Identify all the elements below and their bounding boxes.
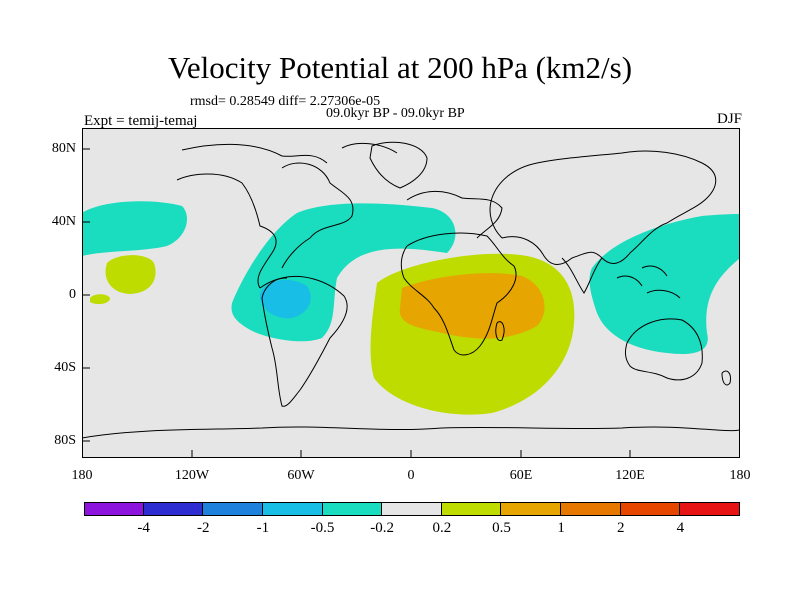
coastlines [82, 141, 740, 439]
plot-title: Velocity Potential at 200 hPa (km2/s) [167, 50, 633, 85]
contour-neg-indo-pacific [589, 214, 740, 354]
lat-label-40n: 40N [51, 214, 76, 229]
lon-label-180w: 180 [71, 468, 93, 483]
colorbar-label: 1 [557, 520, 565, 536]
map-panel [82, 128, 740, 458]
lat-label-80n: 80N [51, 141, 76, 156]
contour-pos-small-islands [90, 294, 110, 305]
colorbar-label: -0.5 [310, 520, 335, 536]
colorbar-segment [143, 502, 204, 516]
colorbar-segment [203, 502, 263, 516]
colorbar-label: -0.2 [370, 520, 395, 536]
colorbar-label: -4 [137, 520, 150, 536]
lon-label-180e: 180 [729, 468, 751, 483]
map-svg [82, 128, 740, 458]
colorbar-label: -2 [197, 520, 210, 536]
experiment-label: Expt = temij-temaj [84, 113, 198, 129]
season-label: DJF [716, 111, 742, 127]
lon-label-60e: 60E [509, 468, 533, 483]
colorbar-segment [501, 502, 562, 516]
colorbar-label: 4 [676, 520, 685, 536]
lat-label-0: 0 [69, 287, 76, 302]
lon-label-120e: 120E [615, 468, 645, 483]
colorbar-label: -1 [256, 520, 270, 536]
colorbar-segment [84, 502, 144, 516]
colorbar-segment [680, 502, 740, 516]
axis-ticks [82, 148, 631, 458]
colorbar-label: 0.2 [432, 520, 452, 536]
contour-neg-pacific-north [82, 201, 187, 256]
colorbar-segment [262, 502, 323, 516]
colorbar [84, 502, 740, 516]
colorbar-label: 0.5 [492, 520, 511, 536]
lat-label-80s: 80S [54, 433, 76, 448]
contour-pos-africa-core [399, 273, 545, 339]
colorbar-label: 2 [616, 520, 625, 536]
colorbar-segment [322, 502, 383, 516]
contour-neg-amazon-core [259, 279, 311, 319]
lon-label-60w: 60W [287, 468, 315, 483]
period-text: 09.0kyr BP - 09.0kyr BP [326, 106, 465, 121]
lon-label-0: 0 [407, 468, 415, 483]
lat-label-40s: 40S [54, 360, 76, 375]
colorbar-segment [441, 502, 502, 516]
lon-label-120w: 120W [174, 468, 210, 483]
contour-pos-central-pacific [105, 255, 156, 294]
stats-text: rmsd= 0.28549 diff= 2.27306e-05 [190, 94, 381, 109]
colorbar-segment [620, 502, 681, 516]
colorbar-segment [382, 502, 442, 516]
colorbar-segment [561, 502, 621, 516]
